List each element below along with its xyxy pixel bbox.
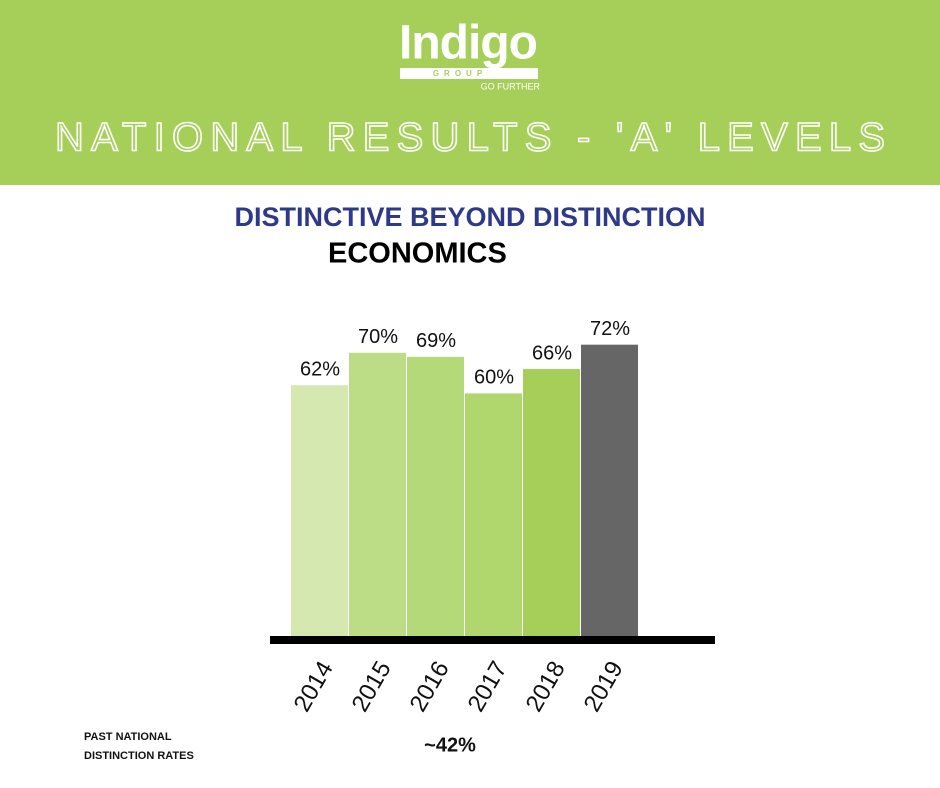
bar <box>581 344 638 637</box>
value-label: 69% <box>416 330 456 352</box>
logo-group: GROUP <box>433 69 487 78</box>
value-label: 70% <box>358 326 398 348</box>
header-band <box>0 0 940 185</box>
value-label: 66% <box>532 342 572 364</box>
logo-bar <box>400 68 538 79</box>
value-label: 60% <box>474 367 514 389</box>
annotation-value: ~42% <box>424 734 476 756</box>
header-title: NATIONAL RESULTS - 'A' LEVELS <box>55 116 885 160</box>
x-tick-label: 2018 <box>521 657 571 717</box>
x-tick-label: 2017 <box>463 657 513 717</box>
value-label: 72% <box>590 318 630 340</box>
value-label: 62% <box>300 359 340 381</box>
x-axis <box>270 636 715 644</box>
x-tick-label: 2019 <box>579 657 629 717</box>
logo-tagline: GO FURTHER <box>481 81 541 91</box>
bar <box>407 356 464 637</box>
chart-subtitle: ECONOMICS <box>328 238 507 270</box>
x-tick-label: 2016 <box>405 657 455 717</box>
logo: Indigo <box>399 17 537 70</box>
bar <box>523 369 580 637</box>
x-tick-label: 2015 <box>347 657 397 717</box>
bar <box>465 393 522 637</box>
chart-title: DISTINCTIVE BEYOND DISTINCTION <box>234 202 705 232</box>
bar <box>291 385 348 637</box>
x-tick-label: 2014 <box>289 657 339 717</box>
bar <box>349 352 406 637</box>
annotation-label: PAST NATIONAL DISTINCTION RATES <box>84 731 194 762</box>
